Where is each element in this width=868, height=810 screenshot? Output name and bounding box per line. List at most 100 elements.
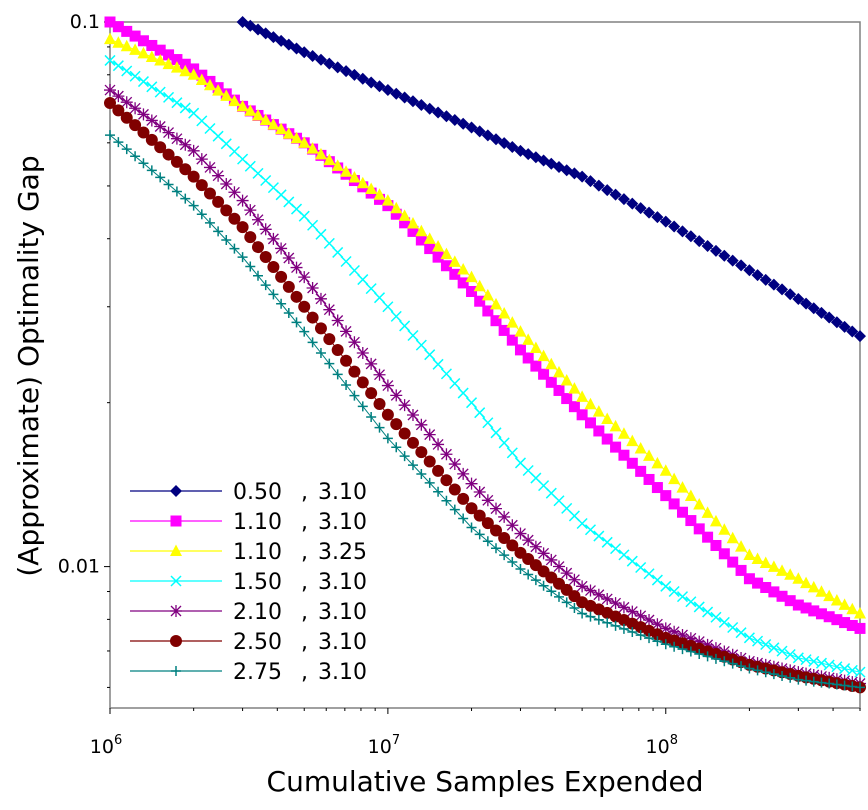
- data-point: [481, 494, 494, 507]
- data-point: [163, 49, 175, 61]
- data-point: [651, 211, 664, 224]
- data-point: [306, 311, 319, 324]
- data-point: [137, 46, 150, 59]
- data-point: [407, 329, 419, 342]
- data-point: [251, 241, 264, 254]
- data-point: [314, 53, 327, 66]
- data-point: [283, 308, 294, 319]
- data-point: [568, 401, 580, 413]
- data-point: [743, 264, 756, 277]
- series-1: [236, 16, 866, 343]
- data-point: [522, 534, 535, 547]
- data-point: [432, 438, 445, 451]
- data-point: [514, 325, 527, 337]
- data-point: [390, 87, 403, 100]
- data-point: [634, 202, 647, 215]
- data-point: [433, 486, 444, 497]
- data-point: [267, 232, 280, 245]
- data-point: [381, 84, 394, 97]
- data-point: [702, 651, 713, 662]
- data-point: [568, 573, 581, 586]
- data-point: [481, 288, 494, 301]
- data-point: [275, 242, 288, 255]
- data-point: [220, 177, 233, 190]
- data-point: [170, 155, 183, 168]
- data-point: [701, 506, 714, 518]
- data-point: [381, 194, 394, 206]
- data-point: [348, 336, 361, 349]
- data-point: [537, 547, 550, 560]
- data-point: [855, 682, 865, 693]
- data-point: [584, 175, 597, 188]
- data-point: [823, 311, 836, 324]
- data-point: [651, 574, 663, 586]
- data-point: [506, 334, 518, 346]
- data-point: [171, 186, 182, 197]
- data-point: [838, 320, 851, 333]
- data-point: [465, 477, 478, 490]
- data-point: [823, 611, 835, 623]
- data-point: [718, 616, 730, 628]
- data-point: [237, 252, 248, 263]
- data-point: [440, 110, 453, 123]
- legend-label: 2.75, 3.10: [233, 660, 367, 685]
- data-point: [545, 553, 558, 566]
- data-point: [718, 249, 731, 262]
- data-point: [776, 283, 789, 296]
- data-point: [457, 262, 470, 275]
- data-point: [693, 601, 705, 613]
- data-point: [323, 333, 336, 346]
- data-point: [735, 627, 747, 639]
- data-point: [585, 611, 596, 622]
- data-point: [340, 354, 353, 367]
- data-point: [146, 39, 158, 51]
- data-point: [577, 608, 588, 619]
- data-point: [482, 305, 494, 317]
- data-point: [441, 495, 452, 506]
- data-point: [398, 427, 411, 440]
- data-point: [306, 281, 319, 294]
- data-point: [751, 552, 764, 565]
- data-point: [709, 244, 722, 257]
- data-point: [854, 607, 866, 619]
- data-point: [432, 240, 445, 252]
- data-point: [146, 165, 157, 176]
- data-point: [415, 99, 428, 112]
- data-point: [448, 458, 461, 471]
- data-point: [659, 215, 672, 228]
- y-axis-title: (Approximate) Optimality Gap: [12, 155, 45, 576]
- data-point: [846, 325, 859, 338]
- data-point: [643, 568, 655, 580]
- data-point: [668, 625, 681, 638]
- data-point: [473, 485, 486, 498]
- data-point: [847, 681, 858, 692]
- data-point: [212, 169, 225, 182]
- data-point: [660, 639, 671, 650]
- data-point: [357, 401, 368, 412]
- data-point: [121, 25, 133, 37]
- data-point: [693, 523, 705, 535]
- data-point: [643, 613, 656, 626]
- data-point: [415, 339, 427, 351]
- data-point: [112, 60, 124, 72]
- data-point: [506, 140, 519, 153]
- data-point: [815, 657, 828, 669]
- data-point: [801, 675, 812, 686]
- data-point: [259, 223, 272, 236]
- data-point: [474, 407, 486, 419]
- plot-frame: [109, 21, 861, 709]
- data-point: [784, 595, 796, 607]
- data-point: [846, 619, 858, 631]
- data-point: [694, 648, 705, 659]
- data-point: [332, 246, 344, 258]
- legend-item: 0.50, 3.10: [130, 480, 367, 505]
- data-point: [618, 449, 630, 461]
- data-point: [365, 283, 377, 295]
- data-point: [831, 679, 842, 690]
- data-point: [576, 580, 589, 593]
- data-point: [180, 193, 191, 204]
- data-point: [727, 556, 739, 568]
- data-point: [792, 572, 805, 584]
- data-point: [390, 389, 403, 402]
- legend-item: 1.10, 3.10: [130, 510, 367, 535]
